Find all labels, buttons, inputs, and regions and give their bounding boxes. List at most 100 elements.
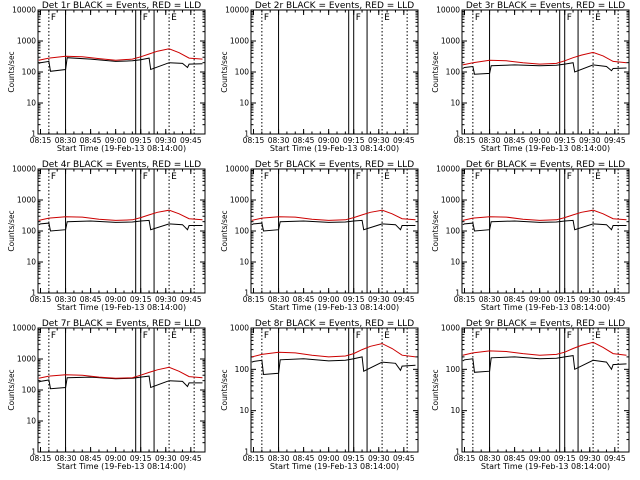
event-marker-label: F [356,13,361,23]
y-tick-label: 1000 [17,37,36,46]
x-tick-label: 08:15 [30,454,52,463]
series-events-line [251,219,416,232]
event-marker-label: F [475,172,480,182]
x-tick-label: 08:15 [243,454,265,463]
x-tick-label: 09:00 [318,454,340,463]
plot-frame [461,327,630,453]
x-axis-label: Start Time (19-Feb-13 08:14:00) [57,144,186,153]
event-marker-label: E [595,13,601,23]
x-axis-label: Start Time (19-Feb-13 08:14:00) [270,144,399,153]
x-tick-label: 09:00 [318,136,340,145]
x-tick-label: 09:45 [393,454,415,463]
x-tick-label: 09:00 [529,295,551,304]
y-tick-label: 100 [446,227,461,236]
x-tick-label: 09:45 [180,454,202,463]
event-marker-label: F [567,172,572,182]
panel-title: Det 4r BLACK = Events, RED = LLD [42,160,201,170]
y-tick-label: 10 [450,99,460,108]
x-tick-label: 08:45 [504,136,526,145]
plot-frame [37,327,206,453]
x-tick-label: 09:00 [529,454,551,463]
x-tick-label: 08:45 [504,295,526,304]
x-tick-label: 09:15 [343,295,365,304]
series-events-line [38,57,203,72]
y-tick-label: 10000 [225,6,249,15]
x-tick-label: 09:00 [105,454,127,463]
series-events-line [38,219,203,232]
y-axis-label: Counts/sec [7,369,16,410]
x-tick-label: 08:30 [55,136,77,145]
panel-6: Det 6r BLACK = Events, RED = LLD 1 10 100 10… [431,160,630,312]
event-marker-label: F [567,13,572,23]
event-marker-label: F [356,172,361,182]
event-marker-label: F [475,13,480,23]
y-axis-label: Counts/sec [431,210,440,251]
panel-title: Det 2r BLACK = Events, RED = LLD [255,1,414,11]
x-tick-label: 08:45 [80,454,102,463]
panel-title: Det 7r BLACK = Events, RED = LLD [42,319,201,329]
x-tick-label: 09:00 [105,136,127,145]
x-tick-label: 08:45 [293,136,315,145]
x-tick-label: 09:45 [604,136,626,145]
panel-9: Det 9r BLACK = Events, RED = LLD 1 10 100 10… [431,319,630,471]
y-tick-label: 100 [22,227,37,236]
plot-frame [37,168,206,294]
x-axis-label: Start Time (19-Feb-13 08:14:00) [57,462,186,471]
panel-3: Det 3r BLACK = Events, RED = LLD 1 10 100 10… [431,1,630,153]
event-marker-label: F [51,172,56,182]
x-tick-label: 08:45 [80,136,102,145]
x-tick-label: 09:15 [554,295,576,304]
plot-frame [250,327,419,453]
event-marker-label: F [143,13,148,23]
y-tick-label: 100 [22,386,37,395]
event-marker-label: F [264,172,269,182]
y-tick-label: 10 [239,99,249,108]
series-lld-line [462,341,627,356]
panel-title: Det 9r BLACK = Events, RED = LLD [466,319,625,329]
y-tick-label: 10 [26,417,36,426]
x-tick-label: 08:45 [80,295,102,304]
y-tick-label: 1000 [441,37,460,46]
event-marker-label: E [384,172,390,182]
x-tick-label: 08:30 [479,136,501,145]
y-tick-label: 10000 [436,6,460,15]
y-tick-label: 10 [26,258,36,267]
y-tick-label: 100 [235,68,250,77]
x-axis-label: Start Time (19-Feb-13 08:14:00) [481,144,610,153]
event-marker-label: E [384,13,390,23]
x-tick-label: 09:30 [579,454,601,463]
event-marker-label: E [171,13,177,23]
x-tick-label: 08:15 [243,295,265,304]
y-tick-label: 10000 [12,324,36,333]
y-axis-label: Counts/sec [220,210,229,251]
y-tick-label: 1 [244,130,249,139]
x-tick-label: 08:45 [504,454,526,463]
x-tick-label: 09:00 [105,295,127,304]
y-tick-label: 1000 [230,37,249,46]
x-tick-label: 09:45 [604,454,626,463]
series-lld-line [251,343,416,358]
y-tick-label: 1 [31,448,36,457]
x-tick-label: 08:30 [268,454,290,463]
plot-frame [37,9,206,135]
y-tick-label: 10000 [12,165,36,174]
x-axis-label: Start Time (19-Feb-13 08:14:00) [57,303,186,312]
x-tick-label: 09:30 [368,136,390,145]
x-tick-label: 09:15 [130,136,152,145]
event-marker-label: E [171,172,177,182]
panel-title: Det 1r BLACK = Events, RED = LLD [42,1,201,11]
x-tick-label: 09:30 [368,454,390,463]
y-tick-label: 1000 [17,355,36,364]
y-tick-label: 100 [235,227,250,236]
series-lld-line [38,366,203,379]
y-tick-label: 1000 [441,324,460,333]
x-tick-label: 08:15 [243,136,265,145]
x-tick-label: 09:45 [180,136,202,145]
plot-frame [461,168,630,294]
y-tick-label: 1 [455,289,460,298]
x-tick-label: 08:45 [293,295,315,304]
y-tick-label: 1000 [230,196,249,205]
x-tick-label: 09:30 [155,295,177,304]
x-axis-label: Start Time (19-Feb-13 08:14:00) [270,303,399,312]
x-axis-label: Start Time (19-Feb-13 08:14:00) [481,462,610,471]
